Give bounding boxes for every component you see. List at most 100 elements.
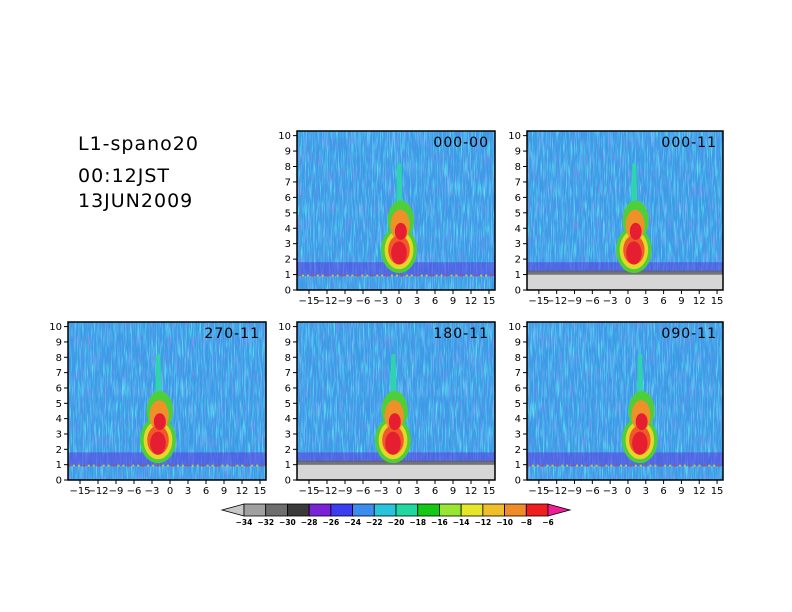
x-tick-label: 12 (693, 296, 706, 307)
x-tick-label: −12 (316, 486, 337, 497)
y-tick-label: 0 (515, 286, 521, 297)
x-tick-label: 0 (167, 486, 173, 497)
colorbar-label: −30 (279, 518, 296, 527)
panel-frame (526, 130, 724, 291)
y-tick-label: 10 (278, 131, 291, 142)
panel-label: 000-00 (433, 135, 489, 151)
y-tick-label: 1 (285, 270, 291, 281)
y-tick-label: 7 (285, 177, 291, 188)
colorbar-segment (308, 503, 332, 517)
colorbar-segment (504, 503, 527, 517)
y-tick-label: 7 (515, 368, 521, 379)
x-tick-label: 12 (465, 296, 478, 307)
panel-frame (296, 321, 496, 481)
x-tick-label: −6 (356, 296, 371, 307)
y-tick-label: 1 (285, 460, 291, 471)
colorbar-segment (287, 503, 310, 517)
colorbar-label: −32 (257, 518, 274, 527)
x-tick-label: 15 (711, 296, 724, 307)
x-tick-label: 15 (711, 486, 724, 497)
y-tick-label: 9 (285, 337, 291, 348)
chart-title: L1-spano20 (78, 133, 199, 155)
y-tick-label: 1 (515, 270, 521, 281)
y-tick-label: 3 (515, 429, 521, 440)
y-tick-label: 10 (508, 322, 521, 333)
y-tick-label: 6 (515, 383, 521, 394)
y-tick-label: 5 (56, 399, 62, 410)
x-tick-label: 6 (660, 296, 666, 307)
colorbar-segment (243, 503, 267, 517)
y-tick-label: 4 (56, 414, 62, 425)
colorbar: −34 −32 −30 −28 −26 −24 −22 −20 −18 −16 −14 −12 −10−… (220, 503, 572, 527)
y-tick-label: 0 (285, 286, 291, 297)
x-tick-label: −3 (145, 486, 160, 497)
y-tick-label: 5 (515, 208, 521, 219)
panel-frame (67, 321, 267, 481)
colorbar-segment (439, 503, 462, 517)
colorbar-high-arrow (547, 503, 572, 517)
chart-time: 00:12JST (78, 165, 171, 187)
x-tick-label: −15 (298, 296, 319, 307)
x-tick-label: 0 (625, 296, 631, 307)
y-tick-label: 7 (285, 368, 291, 379)
colorbar-label: −24 (344, 518, 361, 527)
y-tick-label: 0 (515, 476, 521, 487)
panel-label: 090-11 (661, 326, 717, 342)
y-tick-label: 9 (515, 147, 521, 158)
colorbar-low-arrow (220, 503, 245, 517)
colorbar-label: −34 (236, 518, 253, 527)
x-tick-label: −9 (338, 486, 353, 497)
y-tick-label: 5 (515, 399, 521, 410)
colorbar-label: −14 (453, 518, 470, 527)
x-tick-label: 9 (450, 486, 456, 497)
x-tick-label: −9 (567, 296, 582, 307)
y-tick-label: 7 (56, 368, 62, 379)
y-tick-label: 2 (515, 445, 521, 456)
x-tick-label: −6 (127, 486, 142, 497)
x-tick-label: 15 (483, 296, 496, 307)
y-tick-label: 4 (285, 224, 291, 235)
panel-frame (526, 321, 724, 481)
y-tick-label: 3 (56, 429, 62, 440)
colorbar-label: −6 (542, 518, 554, 527)
panel-label: 270-11 (204, 326, 260, 342)
y-tick-label: 2 (56, 445, 62, 456)
colorbar-segment (525, 503, 549, 517)
colorbar-label: −10 (496, 518, 513, 527)
y-tick-label: 8 (56, 353, 62, 364)
colorbar-label: −18 (409, 518, 426, 527)
x-tick-label: 0 (396, 486, 402, 497)
x-tick-label: 3 (185, 486, 191, 497)
x-tick-label: −9 (338, 296, 353, 307)
y-tick-label: 6 (56, 383, 62, 394)
x-tick-label: 3 (414, 296, 420, 307)
colorbar-label: −26 (322, 518, 339, 527)
x-tick-label: 3 (643, 486, 649, 497)
y-tick-label: 0 (285, 476, 291, 487)
y-tick-label: 6 (285, 383, 291, 394)
x-tick-label: −6 (585, 486, 600, 497)
panel-field (68, 322, 266, 480)
x-tick-label: −6 (585, 296, 600, 307)
y-tick-label: 4 (285, 414, 291, 425)
y-tick-label: 6 (515, 193, 521, 204)
x-tick-label: −9 (567, 486, 582, 497)
colorbar-segment (460, 503, 484, 517)
y-tick-label: 9 (285, 147, 291, 158)
x-tick-label: 6 (660, 486, 666, 497)
x-tick-label: 9 (221, 486, 227, 497)
panel-frame (296, 130, 496, 291)
y-tick-label: 7 (515, 177, 521, 188)
x-tick-label: 6 (432, 486, 438, 497)
y-tick-label: 5 (285, 399, 291, 410)
x-tick-label: −15 (69, 486, 90, 497)
x-tick-label: 12 (693, 486, 706, 497)
x-tick-label: −3 (374, 296, 389, 307)
panel-label: 180-11 (433, 326, 489, 342)
y-tick-label: 0 (56, 476, 62, 487)
y-tick-label: 10 (49, 322, 62, 333)
panel-field (527, 131, 723, 290)
colorbar-segment (352, 503, 375, 517)
